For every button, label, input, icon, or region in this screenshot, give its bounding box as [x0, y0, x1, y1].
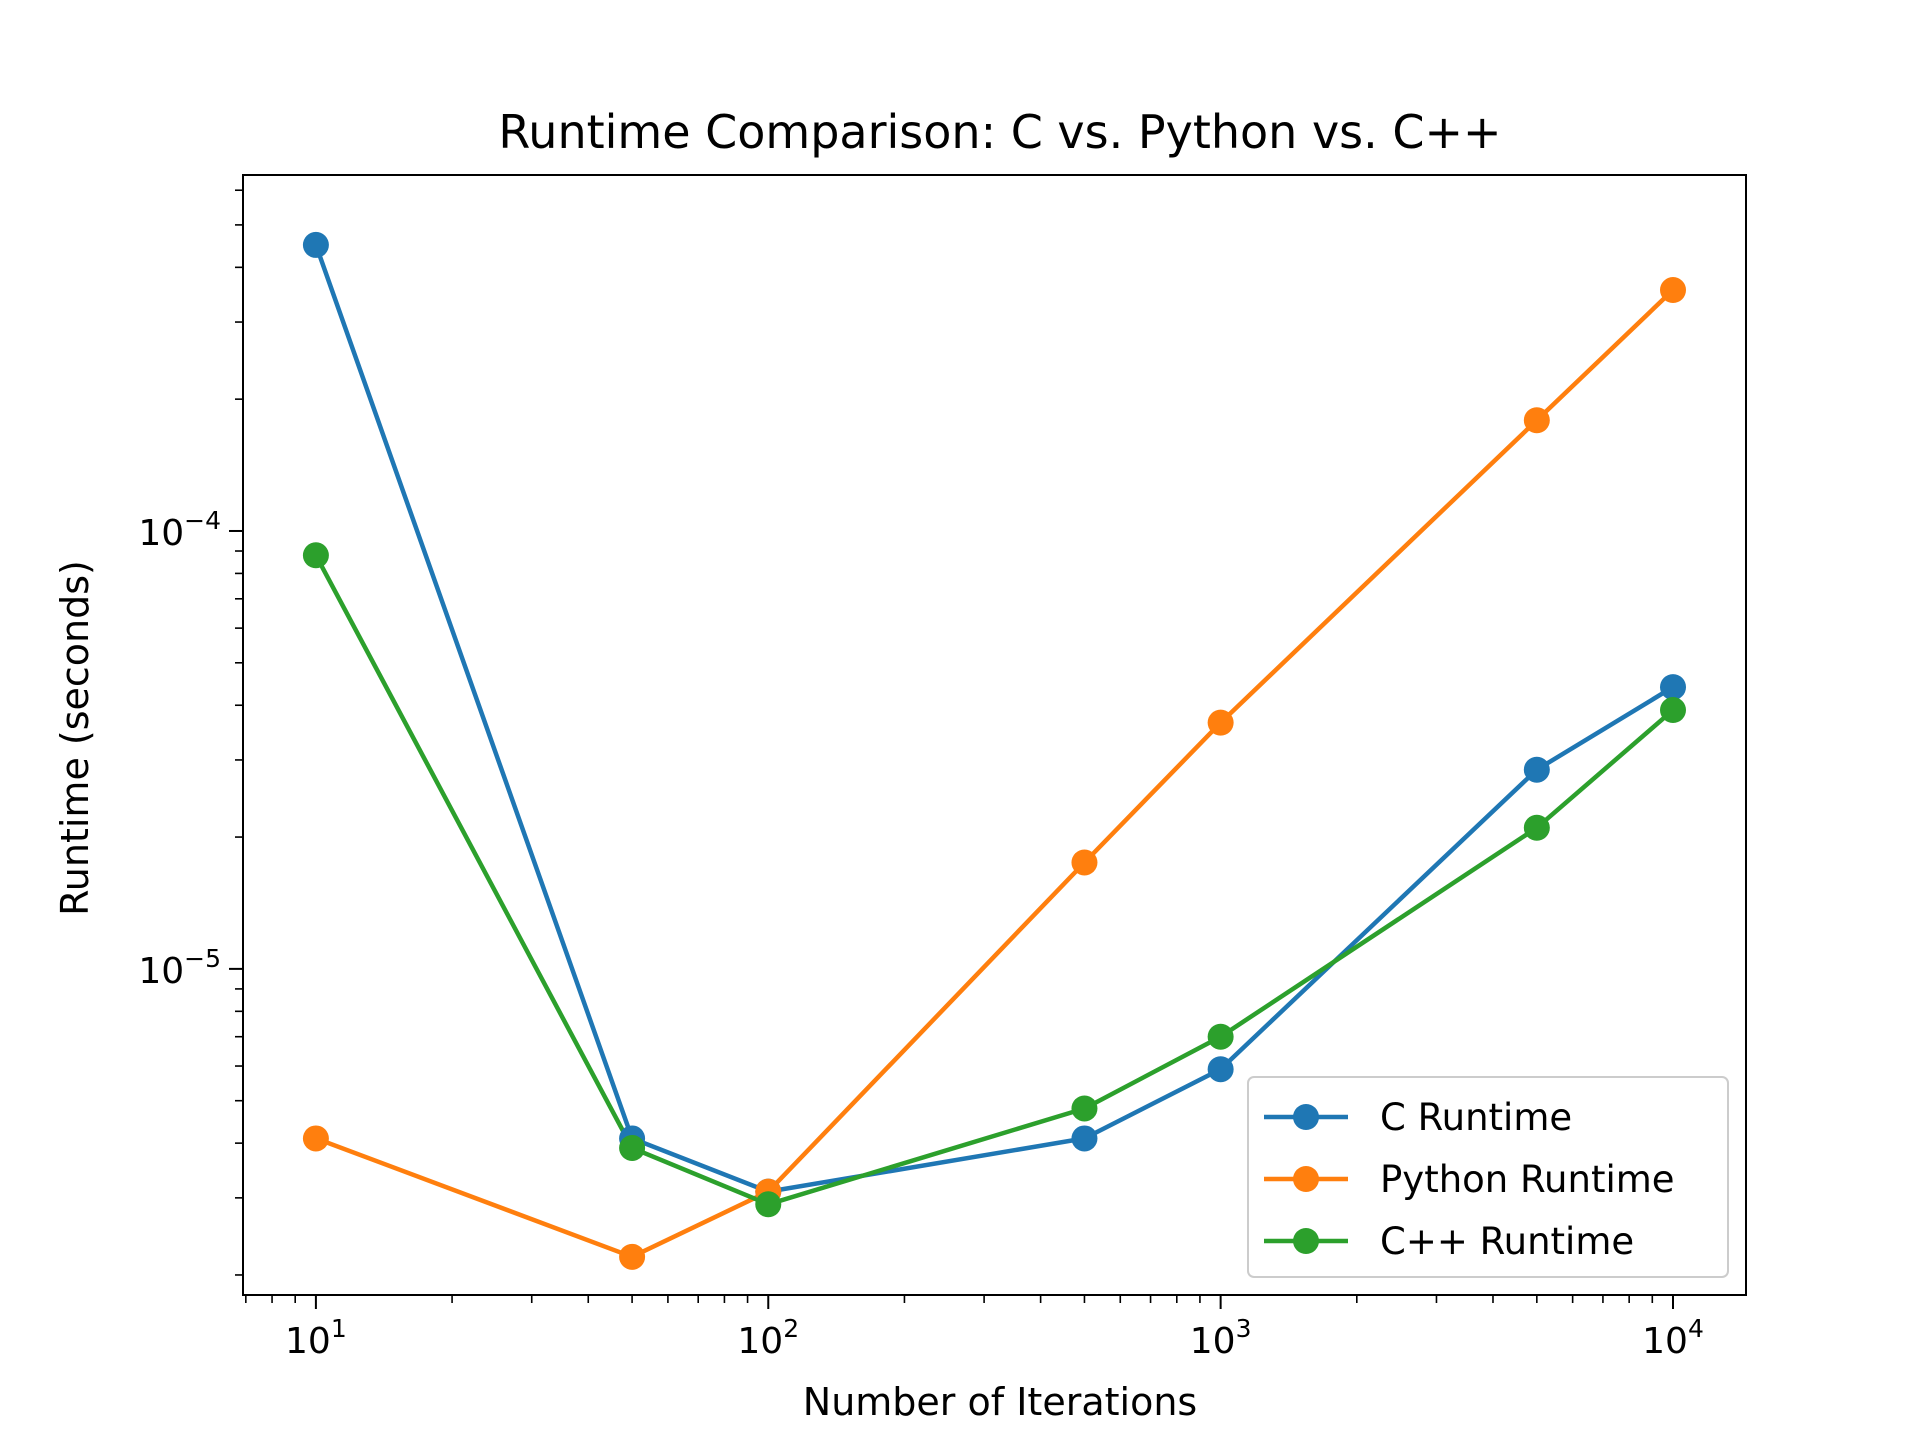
x-tick-label: 103 [1190, 1314, 1252, 1362]
data-point [1207, 1023, 1234, 1050]
series-line-0 [313, 244, 1675, 1194]
data-point [1071, 1125, 1098, 1152]
x-tick-label: 104 [1642, 1314, 1704, 1362]
data-point [1660, 697, 1687, 724]
legend-label: C Runtime [1380, 1096, 1572, 1139]
data-point [619, 1134, 646, 1161]
series-points [302, 231, 1687, 1270]
legend-label: C++ Runtime [1380, 1220, 1634, 1263]
data-point [1207, 709, 1234, 736]
chart-title: Runtime Comparison: C vs. Python vs. C++ [498, 105, 1501, 159]
data-point [619, 1243, 646, 1270]
legend-marker [1293, 1228, 1319, 1254]
axis-ticks: 101 102 103 104 10−5 10−4 [138, 189, 1704, 1362]
x-tick-label: 101 [285, 1314, 347, 1362]
data-point [1523, 756, 1550, 783]
legend: C Runtime Python Runtime C++ Runtime [1247, 1076, 1729, 1278]
legend-marker [1293, 1104, 1319, 1130]
plot-frame [242, 174, 1747, 1296]
data-point [1523, 814, 1550, 841]
y-tick-label: 10−4 [138, 506, 221, 554]
y-tick-label: 10−5 [138, 944, 221, 992]
legend-marker [1293, 1166, 1319, 1192]
x-axis-label: Number of Iterations [803, 1380, 1197, 1424]
data-point [755, 1191, 782, 1218]
data-point [1071, 849, 1098, 876]
data-point [1660, 277, 1687, 304]
data-point [302, 231, 329, 258]
y-axis-label: Runtime (seconds) [53, 560, 97, 916]
data-point [1207, 1056, 1234, 1083]
x-tick-label: 102 [737, 1314, 799, 1362]
legend-box [1247, 1076, 1729, 1278]
data-point [1071, 1095, 1098, 1122]
data-point [1660, 674, 1687, 701]
data-point [302, 542, 329, 569]
legend-label: Python Runtime [1380, 1158, 1675, 1201]
data-point [302, 1125, 329, 1152]
data-point [1523, 407, 1550, 434]
